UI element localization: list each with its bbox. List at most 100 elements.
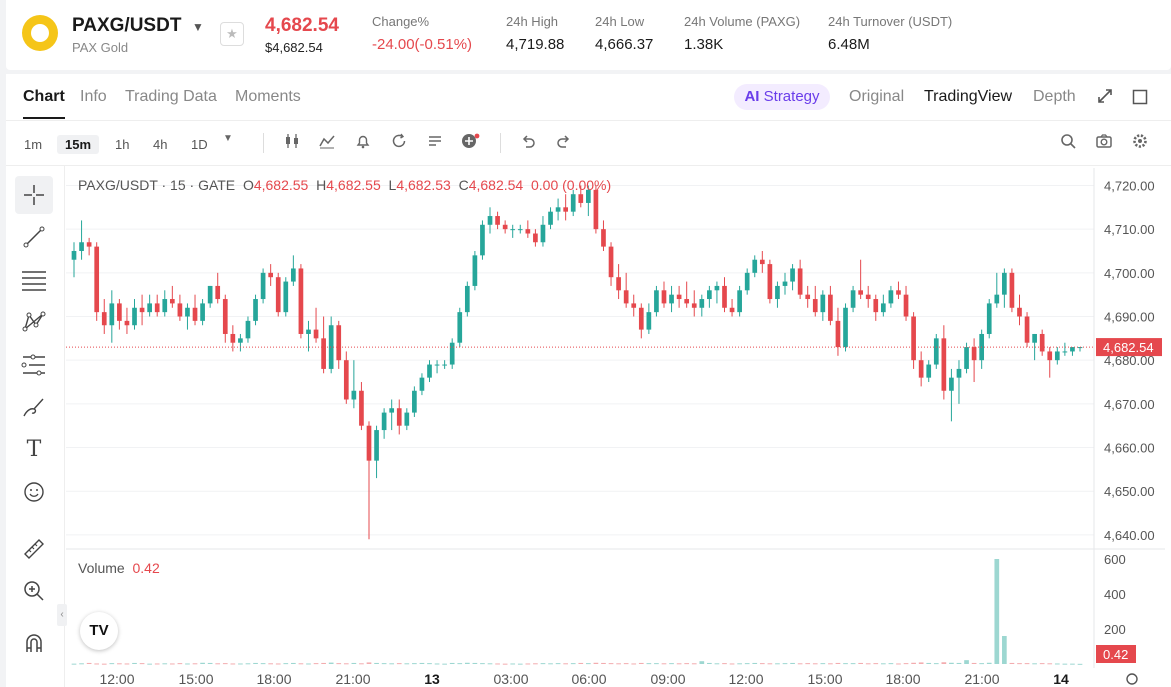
volume-bar xyxy=(782,663,788,665)
tab-tradingview[interactable]: TradingView xyxy=(924,88,1013,105)
volume-bar xyxy=(147,663,152,665)
expand-icon[interactable] xyxy=(1097,88,1113,109)
volume-bar xyxy=(744,663,750,665)
timeframe-1m[interactable]: 1m xyxy=(24,137,43,152)
candle-body xyxy=(563,207,568,212)
volume-bar xyxy=(313,663,319,665)
volume-bar xyxy=(858,662,863,664)
candle-body xyxy=(1070,347,1075,352)
volume-bar xyxy=(419,662,425,664)
redo-icon[interactable] xyxy=(554,133,574,153)
candle-body xyxy=(381,412,387,431)
volume-bar xyxy=(1062,663,1068,665)
collapse-toolbar-icon[interactable]: ‹ xyxy=(57,604,67,626)
volume-bar xyxy=(555,663,561,665)
legend-close: 4,682.54 xyxy=(468,177,524,193)
tab-info[interactable]: Info xyxy=(80,88,107,105)
candle-body xyxy=(109,303,115,326)
crosshair-icon[interactable] xyxy=(15,176,53,214)
candle-body xyxy=(964,347,969,369)
volume-bar xyxy=(933,663,939,665)
settings-icon[interactable] xyxy=(1130,133,1150,153)
pattern-icon[interactable] xyxy=(15,303,53,341)
candle-body xyxy=(291,268,296,282)
usd-price: $4,682.54 xyxy=(265,40,323,55)
alert-icon[interactable] xyxy=(353,133,373,153)
indicators-icon[interactable] xyxy=(317,133,337,153)
tab-moments[interactable]: Moments xyxy=(235,88,301,105)
chart-toolbar: 1m 15m 1h 4h 1D ▼ xyxy=(6,121,1171,166)
chart-panel: Chart Info Trading Data Moments AI Strat… xyxy=(6,74,1171,687)
pair-name[interactable]: PAXG/USDT xyxy=(72,15,182,36)
add-icon[interactable] xyxy=(461,133,481,153)
volume-bar xyxy=(495,663,500,665)
volume-bar xyxy=(427,663,432,665)
fib-icon[interactable] xyxy=(15,261,53,299)
candle-body xyxy=(684,299,690,304)
tab-trading-data[interactable]: Trading Data xyxy=(125,88,217,105)
tradingview-logo-icon[interactable]: TV xyxy=(80,612,118,650)
ruler-icon[interactable] xyxy=(15,530,53,568)
timeframe-1h[interactable]: 1h xyxy=(115,137,130,152)
candle-body xyxy=(162,299,168,313)
candle-body xyxy=(132,307,137,326)
candle-body xyxy=(517,229,523,231)
time-tick: 21:00 xyxy=(335,671,370,687)
volume-bar xyxy=(873,663,879,665)
candle-body xyxy=(1047,351,1053,361)
paxg-logo-icon xyxy=(22,15,58,51)
volume-bar xyxy=(449,662,455,664)
timeframe-15m[interactable]: 15m xyxy=(57,135,100,154)
tab-original[interactable]: Original xyxy=(849,88,905,105)
volume-bar xyxy=(722,663,727,665)
chevron-down-icon[interactable]: ▼ xyxy=(223,133,233,144)
volume-bar xyxy=(661,663,667,665)
candle-body xyxy=(956,368,962,378)
candle-body xyxy=(608,246,614,278)
brush-icon[interactable] xyxy=(15,388,53,426)
search-icon[interactable] xyxy=(1058,133,1078,153)
candle-body xyxy=(570,194,576,212)
candle-body xyxy=(374,430,379,461)
chevron-down-icon[interactable]: ▼ xyxy=(192,20,204,34)
chart-tabs: Chart Info Trading Data Moments AI Strat… xyxy=(6,74,1171,121)
forecast-icon[interactable] xyxy=(15,346,53,384)
time-tick: 15:00 xyxy=(807,671,842,687)
window-icon[interactable] xyxy=(1132,89,1148,110)
volume-bar xyxy=(812,663,818,665)
candle-body xyxy=(306,329,311,334)
candle-body xyxy=(933,338,939,365)
camera-icon[interactable] xyxy=(1094,133,1114,153)
emoji-icon[interactable] xyxy=(15,473,53,511)
text-icon[interactable]: T xyxy=(26,437,42,462)
candle-body xyxy=(646,312,652,330)
volume-bar xyxy=(729,663,735,665)
strategy-button[interactable]: AI Strategy xyxy=(734,84,830,110)
volume-bar xyxy=(275,663,281,665)
stat-label: 24h Low xyxy=(595,14,645,29)
tab-depth[interactable]: Depth xyxy=(1033,88,1076,105)
zoom-icon[interactable] xyxy=(15,572,53,610)
tab-chart[interactable]: Chart xyxy=(23,88,65,119)
magnet-icon[interactable] xyxy=(15,624,53,662)
volume-bar xyxy=(638,662,644,664)
candle-body xyxy=(865,294,871,300)
volume-bar xyxy=(790,662,795,664)
templates-icon[interactable] xyxy=(425,133,445,153)
candle-body xyxy=(472,255,478,286)
candle-type-icon[interactable] xyxy=(282,133,302,153)
candle-body xyxy=(147,303,152,313)
volume-bar xyxy=(971,662,977,664)
candle-body xyxy=(169,299,175,304)
legend-high: 4,682.55 xyxy=(326,177,381,193)
timeframe-1d[interactable]: 1D xyxy=(191,137,208,152)
volume-bar xyxy=(623,663,629,665)
replay-icon[interactable] xyxy=(389,133,409,153)
candle-body xyxy=(404,412,410,426)
undo-icon[interactable] xyxy=(518,133,538,153)
candle-body xyxy=(616,277,621,291)
trendline-icon[interactable] xyxy=(15,218,53,256)
favorite-star-icon[interactable]: ★ xyxy=(220,22,244,46)
timeframe-4h[interactable]: 4h xyxy=(153,137,168,152)
